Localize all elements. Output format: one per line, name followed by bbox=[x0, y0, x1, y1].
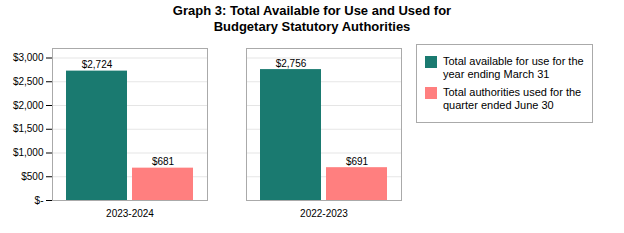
svg-text:$2,000: $2,000 bbox=[13, 100, 44, 111]
html-text:Graph 3: Total Available for U: Graph 3: Total Available for Use and Use… bbox=[172, 3, 452, 34]
svg-text:2023-2024: 2023-2024 bbox=[106, 208, 154, 219]
html-text:Total authorities used for the: Total authorities used for the quarter e… bbox=[443, 85, 582, 111]
svg-text:$2,756: $2,756 bbox=[276, 58, 307, 69]
svg-text:$500: $500 bbox=[21, 171, 44, 182]
svg-text:2022-2023: 2022-2023 bbox=[300, 208, 348, 219]
svg-text:$691: $691 bbox=[346, 156, 369, 167]
svg-text:$681: $681 bbox=[152, 156, 175, 167]
svg-text:$1,500: $1,500 bbox=[13, 124, 44, 135]
svg-text:$2,500: $2,500 bbox=[13, 76, 44, 87]
svg-text:$3,000: $3,000 bbox=[13, 52, 44, 63]
html-text:Total available for use for th: Total available for use for the year end… bbox=[443, 55, 584, 81]
svg-text:$-: $- bbox=[35, 195, 44, 206]
svg-text:$2,724: $2,724 bbox=[82, 59, 113, 70]
svg-text:$1,000: $1,000 bbox=[13, 147, 44, 158]
